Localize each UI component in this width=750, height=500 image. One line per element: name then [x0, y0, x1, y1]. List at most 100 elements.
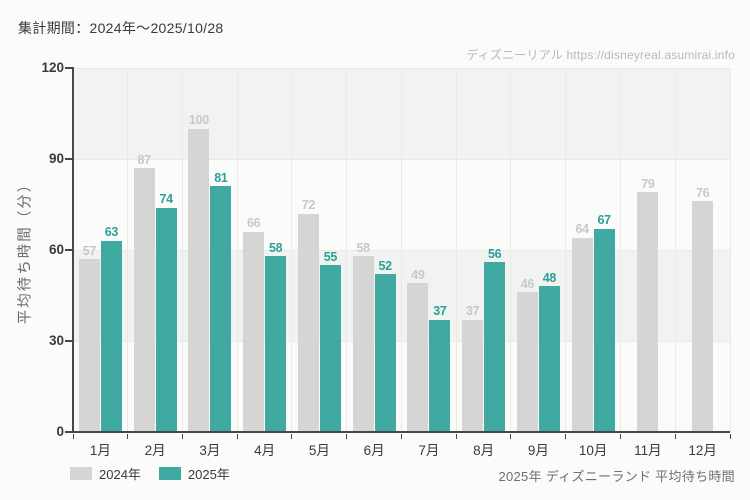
legend-label: 2025年: [187, 467, 230, 482]
x-axis-tick: [236, 434, 238, 439]
plot-area: 57 63 87 74 100 81 66 58 72 55 58 52 49 37 37 56 46 48 64 6…: [41, 60, 731, 439]
bar-group-7月: 49 37: [402, 68, 457, 432]
bar-column-2024年-10月: 64: [571, 68, 593, 432]
x-axis-label-3月: 3月: [199, 443, 221, 458]
bar-value-label: 66: [246, 216, 261, 231]
bar-group-8月: 37 56: [456, 68, 511, 432]
bar-value-label: 37: [433, 304, 447, 319]
bar-2025年-1月: [100, 240, 122, 432]
bar-group-4月: 66 58: [237, 68, 292, 432]
bar-2024年-5月: [297, 213, 319, 432]
bar-value-label: 79: [641, 176, 655, 191]
bar-2024年-3月: [188, 128, 210, 432]
legend-swatch: [158, 467, 181, 480]
bar-2025年-3月: [210, 186, 232, 432]
x-axis-label-11月: 11月: [634, 443, 662, 458]
aggregation-period-label: 集計期間：2024年～2025/10/28: [18, 20, 224, 36]
x-gridline: [510, 68, 512, 432]
y-axis-tick-label: 0: [56, 424, 64, 439]
bar-2025年-5月: [319, 265, 341, 432]
bar-value-label: 64: [575, 222, 589, 237]
bar-2024年-2月: [133, 168, 155, 432]
x-axis-label-1月: 1月: [89, 443, 111, 458]
bar-2025年-9月: [538, 286, 560, 432]
bar-column-2025年-4月: 58: [265, 68, 287, 432]
bar-column-2024年-12月: 76: [692, 68, 714, 432]
bar-column-2024年-6月: 58: [352, 68, 374, 432]
x-axis-label-12月: 12月: [688, 443, 717, 458]
x-gridline: [291, 68, 293, 432]
bar-2025年-2月: [155, 207, 177, 432]
bar-column-2024年-2月: 87: [133, 68, 155, 432]
x-gridline: [181, 68, 183, 432]
x-axis-line: [72, 431, 730, 433]
x-gridline: [236, 68, 238, 432]
x-gridline: [620, 68, 621, 432]
x-axis-labels: 1月 2月 3月 4月 5月 6月 7月 8月 9月 10月 11月 12月: [73, 439, 730, 459]
x-axis-label-10月: 10月: [578, 443, 608, 458]
bar-2025年-6月: [374, 274, 396, 432]
x-axis-label-2月: 2月: [144, 443, 166, 458]
bar-2024年-8月: [462, 319, 484, 432]
x-axis-tick: [620, 434, 621, 439]
legend-item-2025年[interactable]: 2025年: [158, 464, 230, 483]
bar-column-2024年-11月: 79: [637, 68, 659, 432]
x-axis-label-4月: 4月: [254, 443, 276, 458]
bar-group-1月: 57 63: [73, 68, 128, 432]
y-axis-tick-label: 90: [48, 151, 64, 166]
legend-label: 2024年: [99, 467, 141, 482]
bar-group-5月: 72 55: [292, 68, 347, 432]
bar-2024年-4月: [243, 231, 265, 432]
x-axis-tick: [181, 434, 183, 439]
bar-column-2024年-5月: 72: [297, 68, 319, 432]
legend-item-2024年[interactable]: 2024年: [70, 464, 141, 483]
bar-2024年-1月: [78, 259, 100, 432]
y-axis-line: [72, 67, 74, 432]
y-axis-tick-label: 30: [48, 333, 64, 348]
x-axis-tick: [72, 434, 74, 439]
x-gridline: [565, 68, 567, 432]
bar-value-label: 46: [520, 276, 535, 291]
bar-group-12月: 76: [675, 68, 730, 432]
y-axis-tick: [65, 340, 72, 342]
bar-column-2025年-2月: 74: [155, 68, 177, 432]
bar-column-2025年-3月: 81: [210, 68, 232, 432]
bar-value-label: 52: [378, 258, 392, 273]
bar-value-label: 58: [268, 240, 283, 255]
bar-2024年-9月: [516, 292, 538, 432]
bar-column-2024年-4月: 66: [243, 68, 265, 432]
bar-group-3月: 100 81: [183, 68, 238, 432]
bar-value-label: 63: [104, 225, 119, 240]
x-axis-label-9月: 9月: [527, 443, 549, 458]
x-axis-label-8月: 8月: [473, 443, 495, 458]
bar-group-6月: 58 52: [347, 68, 402, 432]
bar-column-2024年-8月: 37: [462, 68, 484, 432]
bar-2025年-4月: [265, 256, 287, 432]
x-axis-tick: [291, 434, 293, 439]
watermark-credit: ディズニーリアル https://disneyreal.asumirai.inf…: [466, 48, 735, 62]
legend-swatch: [70, 467, 92, 480]
bar-column-2024年-3月: 100: [188, 68, 210, 432]
bar-value-label: 48: [542, 270, 557, 285]
bar-column-2025年-8月: 56: [484, 68, 506, 432]
bar-value-label: 76: [695, 185, 710, 200]
bar-column-2025年-7月: 37: [429, 68, 451, 432]
bar-value-label: 87: [137, 152, 151, 167]
x-gridline: [401, 68, 402, 432]
x-axis-label-5月: 5月: [308, 443, 330, 458]
x-axis-tick: [674, 434, 676, 439]
bar-value-label: 55: [323, 249, 338, 264]
bar-value-label: 72: [301, 198, 316, 213]
bar-2024年-12月: [692, 201, 714, 432]
x-gridline: [729, 68, 731, 432]
y-axis-tick: [65, 158, 72, 160]
bar-group-10月: 64 67: [566, 68, 621, 432]
x-gridline: [455, 68, 457, 432]
bar-group-11月: 79: [621, 68, 676, 432]
y-axis-tick: [65, 67, 72, 69]
x-axis-tick: [401, 434, 402, 439]
x-gridline: [674, 68, 676, 432]
bar-value-label: 74: [159, 192, 173, 207]
chart-legend: 2024年 2025年: [70, 464, 230, 483]
bar-2024年-10月: [571, 237, 593, 432]
